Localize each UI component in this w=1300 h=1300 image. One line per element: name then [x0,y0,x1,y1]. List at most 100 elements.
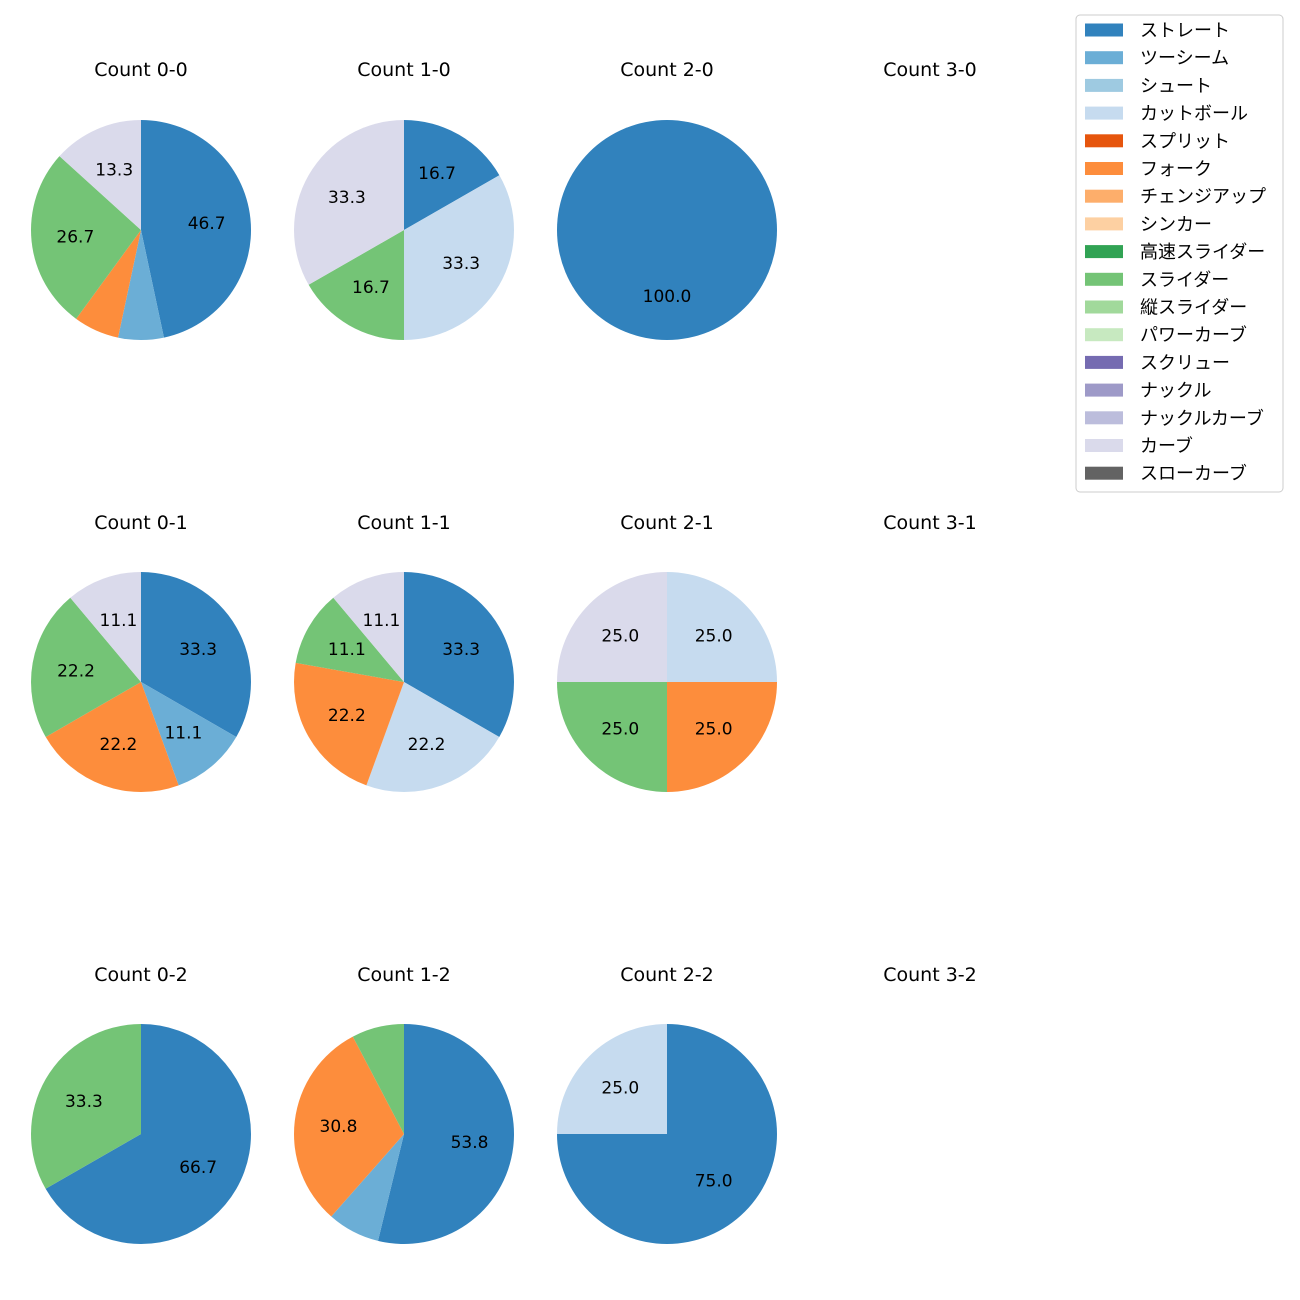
legend-label: カーブ [1140,435,1193,457]
pie-slice [331,1134,404,1241]
pie-slice [557,572,667,682]
legend-label: スローカーブ [1140,463,1247,485]
slice-label: 33.3 [179,640,217,660]
legend-item: チェンジアップ [1085,187,1266,208]
legend-swatch [1085,272,1123,286]
slice-label: 22.2 [408,735,446,755]
slice-label: 22.2 [100,735,138,755]
pie-slice [404,175,515,340]
legend-item: スプリット [1085,131,1230,152]
pie-title: Count 1-2 [357,964,451,986]
pie-count-1-2: Count 1-2 53.8 30.8 [293,964,515,1244]
legend-swatch [1085,134,1123,148]
slice-label: 25.0 [695,720,733,740]
legend-label: 高速スライダー [1140,242,1265,263]
legend-item: カットボール [1085,104,1248,125]
legend-label: シュート [1140,76,1212,97]
legend-item: スローカーブ [1085,463,1247,485]
pie-slice [557,120,777,340]
pie-count-2-1: Count 2-1 25.0 25.0 25.0 25.0 [557,512,777,792]
pie-title: Count 2-1 [620,512,714,534]
legend-swatch [1085,162,1123,175]
legend-item: ナックルカーブ [1085,407,1264,429]
pie-slice [667,682,777,792]
slice-label: 33.3 [442,254,480,274]
slice-label: 25.0 [601,626,639,646]
slice-label: 13.3 [95,161,133,181]
pie-slice [45,1024,251,1244]
pie-title: Count 2-0 [620,59,714,81]
legend-item: ツーシーム [1085,48,1229,69]
pie-title: Count 3-0 [883,59,977,81]
legend-swatch [1085,245,1123,259]
pie-title: Count 1-1 [357,512,451,534]
slice-label: 100.0 [643,287,692,307]
charts-area: Count 0-0 46.7 26.7 13.3 Count 1-0 16.7 33.3 16… [30,59,977,1244]
legend-label: スプリット [1140,131,1230,152]
legend-label: ナックルカーブ [1140,407,1264,429]
pie-slice [352,1024,404,1134]
slice-label: 22.2 [57,662,95,682]
pie-slice [76,230,141,338]
legend-swatch [1085,300,1123,314]
slice-label: 25.0 [601,720,639,740]
pie-count-1-0: Count 1-0 16.7 33.3 16.7 33.3 [293,59,515,340]
slice-label: 11.1 [164,724,202,744]
legend-item: スライダー [1085,270,1229,291]
legend-item: ストレート [1085,21,1230,42]
legend: ストレートツーシームシュートカットボールスプリットフォークチェンジアップシンカー… [1075,14,1284,493]
pie-title: Count 0-0 [94,59,188,81]
pie-slice [308,230,404,340]
legend-label: シンカー [1140,214,1212,235]
legend-item: スクリュー [1085,353,1230,374]
pie-title: Count 3-1 [883,512,977,534]
pie-title: Count 1-0 [357,59,451,81]
pie-slice [667,572,777,682]
pie-title: Count 2-2 [620,964,714,986]
legend-label: ナックル [1140,381,1211,402]
slice-label: 25.0 [601,1078,639,1098]
pie-title: Count 3-2 [883,964,977,986]
legend-swatch [1085,439,1123,452]
slice-label: 26.7 [56,228,94,248]
legend-label: パワーカーブ [1140,324,1247,346]
legend-item: フォーク [1085,159,1212,180]
legend-item: ナックル [1085,381,1211,402]
legend-label: スライダー [1140,270,1229,291]
slice-label: 16.7 [352,278,390,298]
slice-label: 66.7 [179,1158,217,1178]
pie-slice [70,572,141,682]
legend-swatch [1085,466,1123,480]
slice-label: 11.1 [328,640,366,660]
pie-slice [557,682,667,792]
legend-swatch [1085,78,1123,92]
pie-slice [141,682,237,786]
slice-label: 30.8 [320,1117,358,1137]
pie-count-0-1: Count 0-1 33.3 11.1 22.2 22.2 11.1 [31,512,251,793]
legend-swatch [1085,411,1123,425]
slice-label: 53.8 [451,1133,489,1153]
slice-label: 46.7 [188,214,226,234]
legend-item: シュート [1085,76,1212,97]
pie-slice [295,597,404,682]
slice-label: 33.3 [442,640,480,660]
pie-count-0-2: Count 0-2 66.7 33.3 [30,964,251,1244]
legend-label: 縦スライダー [1140,298,1247,319]
pie-slice [377,1024,515,1244]
legend-item: カーブ [1085,435,1193,457]
slice-label: 33.3 [65,1092,103,1112]
pie-slice [45,682,179,793]
pie-slice [333,572,404,682]
pie-slice [557,1024,667,1134]
legend-item: シンカー [1085,214,1212,235]
legend-label: フォーク [1140,159,1212,180]
legend-swatch [1085,106,1123,120]
pie-slice [293,662,404,786]
pie-slice [404,120,500,230]
legend-label: ストレート [1140,21,1230,42]
pie-slice [141,120,252,338]
pie-slice [404,572,514,737]
legend-frame [1075,14,1284,493]
pie-count-0-0: Count 0-0 46.7 26.7 13.3 [31,59,252,341]
